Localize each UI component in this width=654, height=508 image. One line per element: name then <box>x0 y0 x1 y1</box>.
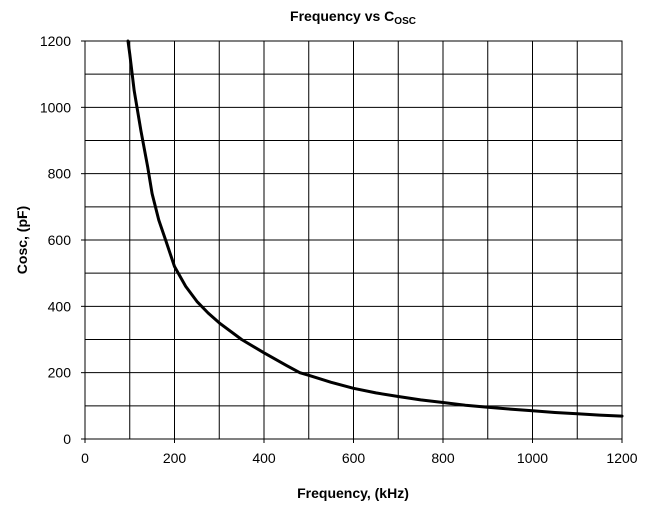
y-tick-label: 200 <box>48 365 72 381</box>
x-axis-label: Frequency, (kHz) <box>297 485 409 501</box>
y-tick-label: 400 <box>48 298 72 314</box>
series-layer <box>126 39 624 418</box>
y-tick-label: 0 <box>63 431 71 447</box>
x-tick-label: 1000 <box>517 450 548 466</box>
x-tick-label: 0 <box>81 450 89 466</box>
chart-title-subscript: OSC <box>394 16 416 27</box>
series-line <box>126 39 624 418</box>
x-tick-label: 600 <box>342 450 366 466</box>
x-tick-label: 800 <box>431 450 455 466</box>
y-tick-label: 1000 <box>40 99 71 115</box>
tick-labels: 0 200 400 600 800 1000 1200 0 200 400 600 800 1000 12… <box>40 33 638 466</box>
chart-title: Frequency vs COSC <box>290 8 416 27</box>
y-tick-label: 1200 <box>40 33 71 49</box>
grid-lines <box>85 41 622 439</box>
chart-title-main: Frequency vs C <box>290 8 394 24</box>
x-tick-label: 1200 <box>606 450 637 466</box>
y-tick-label: 800 <box>48 166 72 182</box>
x-tick-label: 400 <box>252 450 276 466</box>
x-tick-label: 200 <box>163 450 187 466</box>
y-tick-label: 600 <box>48 232 72 248</box>
y-axis-label: Cosc, (pF) <box>14 206 30 274</box>
